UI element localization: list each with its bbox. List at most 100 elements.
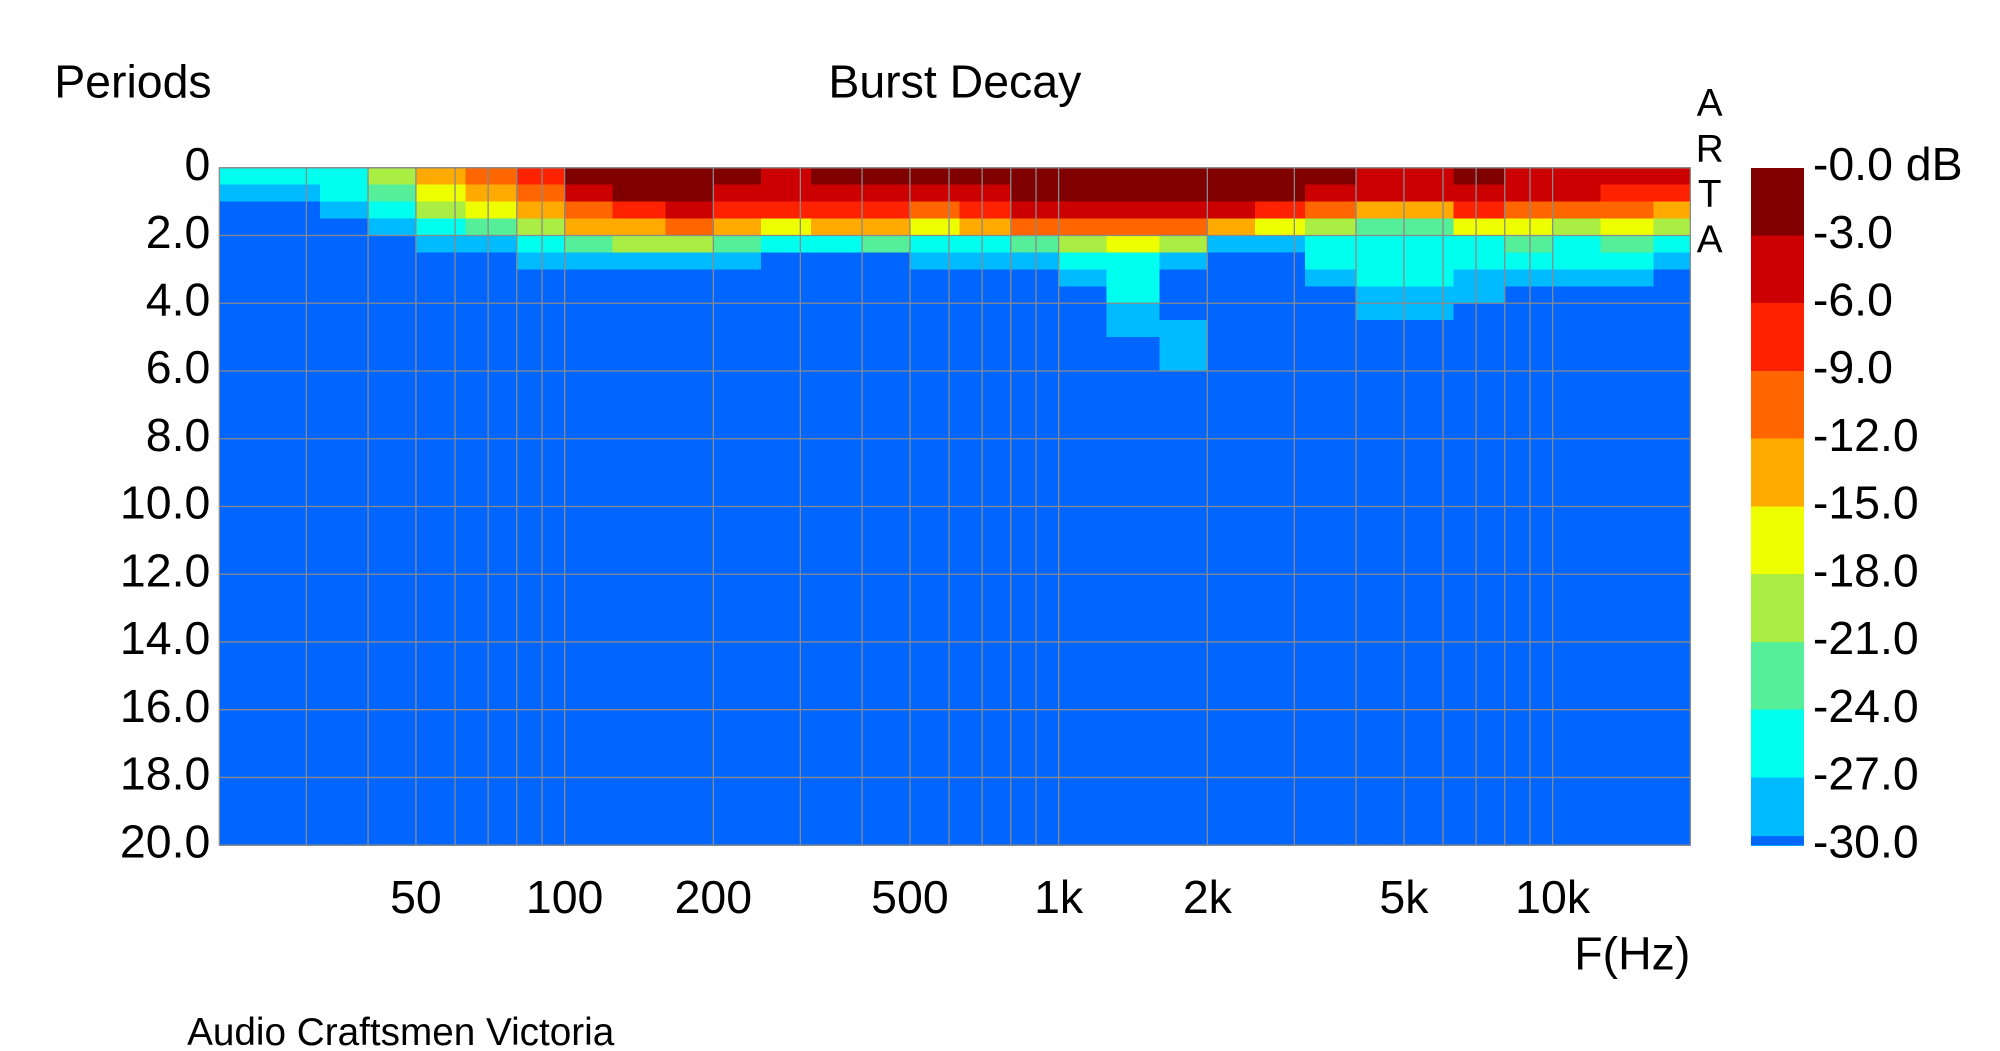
heat-cell bbox=[713, 354, 762, 372]
heat-cell bbox=[1403, 354, 1455, 372]
heat-cell bbox=[1207, 184, 1256, 203]
colorbar-tick-label: -0.0 dB bbox=[1813, 138, 1963, 190]
heat-cell bbox=[1552, 235, 1602, 254]
heat-cell bbox=[1600, 286, 1655, 305]
colorbar-band bbox=[1750, 303, 1804, 372]
heat-cell bbox=[368, 235, 417, 254]
colorbar-band bbox=[1750, 709, 1804, 779]
x-tick-label: 200 bbox=[675, 871, 752, 923]
heat-cell bbox=[1010, 218, 1060, 237]
heat-cell bbox=[959, 354, 1012, 372]
heat-cell bbox=[909, 320, 961, 338]
heat-cell bbox=[415, 218, 467, 237]
y-tick-label: 8.0 bbox=[146, 409, 211, 461]
heat-cell bbox=[1106, 286, 1161, 305]
colorbar-band bbox=[1750, 777, 1804, 846]
heat-cell bbox=[465, 354, 518, 372]
heat-cell bbox=[1255, 184, 1306, 203]
heat-cell bbox=[810, 201, 863, 220]
heat-cell bbox=[810, 252, 863, 271]
heat-cell bbox=[713, 370, 762, 846]
heat-cell bbox=[1106, 370, 1161, 846]
heat-cell bbox=[612, 269, 667, 288]
heat-cell bbox=[959, 320, 1012, 338]
heat-cell bbox=[415, 286, 467, 305]
heat-cell bbox=[368, 252, 417, 271]
heat-cell bbox=[1255, 252, 1306, 271]
heat-cell bbox=[320, 218, 369, 237]
heat-cell bbox=[1653, 252, 1692, 271]
y-tick-label: 16.0 bbox=[120, 680, 210, 732]
heat-cell bbox=[564, 370, 614, 846]
heat-cell bbox=[1356, 337, 1405, 355]
heat-cell bbox=[1106, 167, 1161, 186]
heat-cell bbox=[1356, 320, 1405, 338]
colorbar: -0.0 dB -3.0 -6.0 -9.0 -12.0 -15.0 -18.0 -21.0 -… bbox=[1750, 138, 1963, 867]
heat-cell bbox=[1453, 370, 1506, 846]
heat-cell bbox=[612, 303, 667, 321]
heat-cell bbox=[1304, 218, 1357, 237]
heat-cell bbox=[1106, 218, 1161, 237]
heat-cell bbox=[1058, 337, 1108, 355]
heat-cell bbox=[761, 167, 812, 186]
heat-cell bbox=[1356, 303, 1405, 321]
heat-cell bbox=[761, 252, 812, 271]
heat-cell bbox=[665, 269, 715, 288]
heat-cell bbox=[761, 269, 812, 288]
heat-cell bbox=[1207, 218, 1256, 237]
heat-cell bbox=[1207, 286, 1256, 305]
heat-cell bbox=[1010, 286, 1060, 305]
heat-cell bbox=[1304, 320, 1357, 338]
heat-cell bbox=[1207, 303, 1256, 321]
heat-cell bbox=[909, 303, 961, 321]
colorbar-tick-label: -18.0 bbox=[1813, 544, 1919, 596]
heat-cell bbox=[1504, 337, 1554, 355]
heat-cell bbox=[612, 184, 667, 203]
heat-cell bbox=[516, 201, 566, 220]
heat-cell bbox=[368, 320, 417, 338]
heat-cell bbox=[465, 201, 518, 220]
heat-cell bbox=[810, 269, 863, 288]
heat-cell bbox=[665, 235, 715, 254]
heat-cell bbox=[1403, 269, 1455, 288]
colorbar-band bbox=[1750, 370, 1804, 440]
heat-cell bbox=[267, 167, 321, 186]
heat-cell bbox=[1552, 201, 1602, 220]
heat-cell bbox=[1504, 286, 1554, 305]
heat-cell bbox=[415, 201, 467, 220]
heat-cell bbox=[368, 337, 417, 355]
heat-cell bbox=[516, 218, 566, 237]
heat-cell bbox=[1207, 235, 1256, 254]
heat-cell bbox=[415, 252, 467, 271]
heat-cell bbox=[1504, 235, 1554, 254]
heat-cell bbox=[1504, 218, 1554, 237]
heat-cell bbox=[761, 184, 812, 203]
heat-cell bbox=[267, 354, 321, 372]
heat-cell bbox=[1159, 320, 1209, 338]
watermark: ARTA bbox=[1688, 82, 1731, 264]
colorbar-band bbox=[1750, 235, 1804, 304]
heat-cell bbox=[665, 303, 715, 321]
heat-cell bbox=[1106, 337, 1161, 355]
heat-cell bbox=[415, 337, 467, 355]
heat-cell bbox=[1552, 320, 1602, 338]
heat-cell bbox=[516, 286, 566, 305]
y-tick-label: 18.0 bbox=[120, 748, 210, 800]
heat-cell bbox=[219, 235, 269, 254]
heat-cell bbox=[1010, 354, 1060, 372]
heat-cell bbox=[267, 201, 321, 220]
heat-cell bbox=[1403, 337, 1455, 355]
heat-cell bbox=[564, 252, 614, 271]
heat-cell bbox=[665, 184, 715, 203]
heat-cell bbox=[1255, 320, 1306, 338]
heat-cell bbox=[1106, 252, 1161, 271]
y-tick-label: 20.0 bbox=[120, 815, 210, 867]
heat-cell bbox=[267, 286, 321, 305]
heat-cell bbox=[1304, 167, 1357, 186]
heat-cell bbox=[1653, 167, 1692, 186]
heat-cell bbox=[1600, 235, 1655, 254]
heat-cell bbox=[1058, 201, 1108, 220]
heat-cell bbox=[219, 201, 269, 220]
heat-cell bbox=[665, 252, 715, 271]
heat-cell bbox=[909, 269, 961, 288]
